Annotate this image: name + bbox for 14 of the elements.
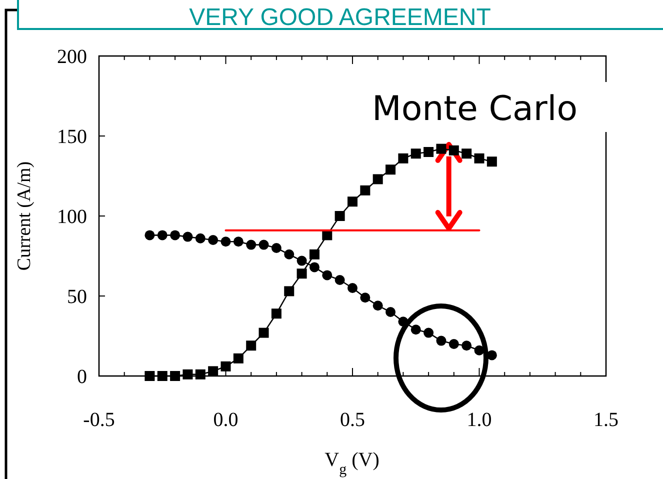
x-tick-label: 0.0: [213, 409, 238, 431]
y-tick-label: 200: [57, 46, 87, 68]
y-tick-label: 150: [57, 126, 87, 148]
annotation: Monte Carlo: [372, 89, 578, 129]
x-tick-label: 0.5: [340, 409, 365, 431]
x-axis-title: V$_{g}$ (V): [324, 449, 380, 478]
x-tick-label: 1.5: [594, 409, 618, 431]
x-tick-label: -0.5: [83, 409, 115, 431]
y-tick-label: 50: [67, 286, 87, 308]
chart-title: VERY GOOD AGREEMENT: [189, 4, 492, 31]
x-tick-label: 1.0: [466, 409, 492, 431]
y-tick-label: 0: [77, 366, 87, 388]
y-tick-label: 100: [57, 206, 87, 228]
y-axis-title: Current (A/m): [14, 161, 35, 271]
